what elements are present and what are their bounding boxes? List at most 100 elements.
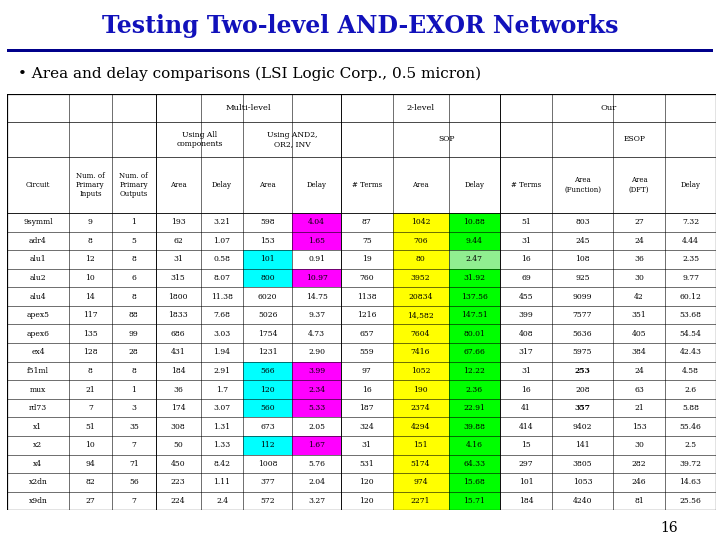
Text: Using All
components: Using All components xyxy=(176,131,222,148)
Text: 11.38: 11.38 xyxy=(211,293,233,301)
Text: 88: 88 xyxy=(129,311,139,319)
Text: Delay: Delay xyxy=(307,181,327,189)
Text: 75: 75 xyxy=(362,237,372,245)
Text: Delay: Delay xyxy=(464,181,485,189)
Text: 2-level: 2-level xyxy=(407,104,435,112)
Text: 187: 187 xyxy=(359,404,374,412)
Text: 1216: 1216 xyxy=(357,311,377,319)
Text: 14.63: 14.63 xyxy=(680,478,701,487)
Text: alu2: alu2 xyxy=(30,274,46,282)
Bar xyxy=(392,362,449,380)
Text: 112: 112 xyxy=(261,441,275,449)
Text: 566: 566 xyxy=(261,367,275,375)
Text: 4.58: 4.58 xyxy=(682,367,699,375)
Text: 9099: 9099 xyxy=(573,293,593,301)
Text: 1.67: 1.67 xyxy=(308,441,325,449)
Bar xyxy=(392,343,449,362)
Text: 3.99: 3.99 xyxy=(308,367,325,375)
Bar xyxy=(243,399,292,417)
Bar xyxy=(292,122,294,157)
Text: 2.47: 2.47 xyxy=(466,255,483,264)
Bar xyxy=(392,399,449,417)
Bar xyxy=(449,380,500,399)
Text: 2271: 2271 xyxy=(411,497,431,505)
Text: 14.75: 14.75 xyxy=(305,293,328,301)
Text: 94: 94 xyxy=(86,460,95,468)
Text: alu4: alu4 xyxy=(30,293,46,301)
Text: 1833: 1833 xyxy=(168,311,188,319)
Text: 9402: 9402 xyxy=(573,423,593,431)
Text: 3952: 3952 xyxy=(411,274,431,282)
Text: 21: 21 xyxy=(634,404,644,412)
Text: 1800: 1800 xyxy=(168,293,188,301)
Text: 297: 297 xyxy=(518,460,534,468)
Text: 71: 71 xyxy=(129,460,139,468)
Text: 1008: 1008 xyxy=(258,460,277,468)
Text: 223: 223 xyxy=(171,478,186,487)
Text: 4.04: 4.04 xyxy=(308,218,325,226)
Text: 1.94: 1.94 xyxy=(214,348,230,356)
Text: 193: 193 xyxy=(171,218,186,226)
Text: Multi-level: Multi-level xyxy=(225,104,271,112)
Text: Area
(DFT): Area (DFT) xyxy=(629,177,649,193)
Bar xyxy=(112,94,114,122)
Bar xyxy=(292,399,341,417)
Text: 408: 408 xyxy=(518,330,534,338)
Text: 41: 41 xyxy=(521,404,531,412)
Text: 531: 531 xyxy=(359,460,374,468)
Bar xyxy=(68,122,70,157)
Text: Area: Area xyxy=(259,181,276,189)
Text: 25.56: 25.56 xyxy=(680,497,701,505)
Bar xyxy=(392,306,449,325)
Text: 6020: 6020 xyxy=(258,293,277,301)
Text: 31: 31 xyxy=(174,255,183,264)
Text: Our: Our xyxy=(600,104,616,112)
Text: 282: 282 xyxy=(631,460,647,468)
Text: 16: 16 xyxy=(362,386,372,394)
Text: 190: 190 xyxy=(413,386,428,394)
Text: 19: 19 xyxy=(362,255,372,264)
Text: SOP: SOP xyxy=(438,135,454,143)
Text: 1.11: 1.11 xyxy=(214,478,230,487)
Text: 8: 8 xyxy=(88,237,93,245)
Text: apex5: apex5 xyxy=(27,311,50,319)
Text: 5: 5 xyxy=(132,237,136,245)
Text: 12.22: 12.22 xyxy=(464,367,485,375)
Text: 3.27: 3.27 xyxy=(308,497,325,505)
Text: 63: 63 xyxy=(634,386,644,394)
Text: mux: mux xyxy=(30,386,46,394)
Text: 2.6: 2.6 xyxy=(685,386,697,394)
Text: 15.71: 15.71 xyxy=(464,497,485,505)
Text: 2.91: 2.91 xyxy=(214,367,230,375)
Text: 141: 141 xyxy=(575,441,590,449)
Text: 559: 559 xyxy=(359,348,374,356)
Text: 351: 351 xyxy=(631,311,647,319)
Text: 81: 81 xyxy=(634,497,644,505)
Bar xyxy=(449,492,500,510)
Text: 69: 69 xyxy=(521,274,531,282)
Text: 224: 224 xyxy=(171,497,186,505)
Bar xyxy=(449,325,500,343)
Text: ESOP: ESOP xyxy=(623,135,645,143)
Text: 5174: 5174 xyxy=(411,460,431,468)
Text: 108: 108 xyxy=(575,255,590,264)
Text: 31: 31 xyxy=(521,367,531,375)
Text: 572: 572 xyxy=(261,497,275,505)
Text: 16: 16 xyxy=(521,386,531,394)
Text: 137.56: 137.56 xyxy=(461,293,488,301)
Text: ex4: ex4 xyxy=(31,348,45,356)
Text: 30: 30 xyxy=(634,441,644,449)
Text: 399: 399 xyxy=(518,311,534,319)
Text: 174: 174 xyxy=(171,404,186,412)
Bar xyxy=(613,94,615,122)
Text: 8: 8 xyxy=(132,255,136,264)
Text: Delay: Delay xyxy=(680,181,701,189)
Text: 51: 51 xyxy=(521,218,531,226)
Text: 31: 31 xyxy=(362,441,372,449)
Text: x9dn: x9dn xyxy=(29,497,48,505)
Bar xyxy=(449,436,500,455)
Text: x2dn: x2dn xyxy=(29,478,48,487)
Text: 9.44: 9.44 xyxy=(466,237,483,245)
Bar xyxy=(449,362,500,380)
Text: 10.97: 10.97 xyxy=(305,274,328,282)
